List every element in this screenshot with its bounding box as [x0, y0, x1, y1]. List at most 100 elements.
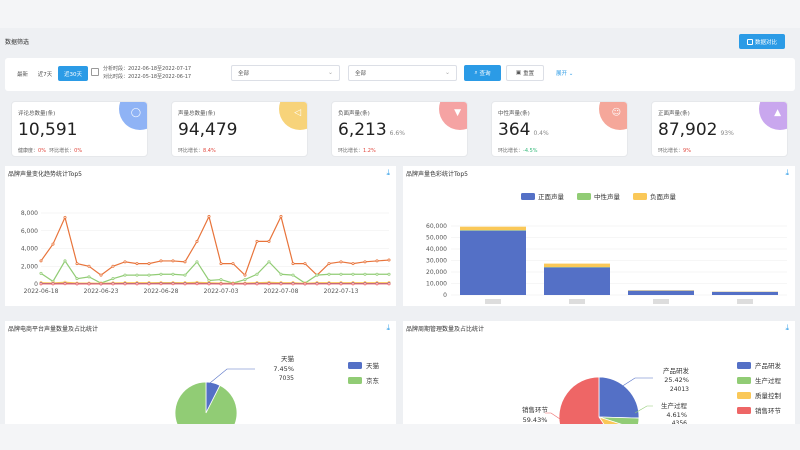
- data-point: [363, 260, 367, 264]
- thumbs-down-icon: ▼: [454, 108, 461, 118]
- kpi-card-total-volume: ◁ 声量总数量(条) 94,479 环比增长：8.4%: [171, 101, 308, 157]
- sentiment-chart: 正面声量 中性声量 负面声量 0 10,000 20,000 30,000 40,000 50,…: [426, 192, 787, 304]
- expand-toggle[interactable]: 展开 ⌄: [556, 71, 574, 77]
- download-icon[interactable]: ⤓: [785, 168, 789, 177]
- y-tick-label: 20,000: [426, 269, 447, 276]
- data-point: [195, 260, 199, 264]
- y-tick-label: 0: [34, 281, 38, 288]
- data-point: [147, 282, 151, 286]
- download-icon[interactable]: ⤓: [785, 323, 789, 332]
- data-point: [99, 273, 103, 277]
- y-tick-label: 2,000: [21, 263, 38, 270]
- data-point: [279, 272, 283, 276]
- data-point: [219, 282, 223, 286]
- data-point: [363, 282, 367, 286]
- kpi-sub-b-value: 8.4%: [203, 148, 216, 154]
- kpi-value: 6,213 6.6%: [338, 120, 405, 140]
- bar-segment: [712, 291, 778, 295]
- data-point: [111, 282, 115, 286]
- x-tick-label-blurred: [653, 299, 669, 304]
- data-point: [327, 262, 331, 266]
- query-button-label: 查询: [479, 71, 491, 77]
- data-point: [75, 282, 79, 286]
- download-icon[interactable]: ⤓: [386, 168, 390, 177]
- slice-label-count: 24013: [670, 386, 689, 393]
- cycle-chart-panel: 品牌周期管理数量及占比统计 ⤓ 产品研发 生产过程 质量控制 销售环节 产品研发 25.4…: [403, 321, 795, 424]
- legend-label: 天猫: [366, 361, 380, 370]
- data-point: [375, 259, 379, 263]
- data-point: [195, 282, 199, 286]
- kpi-number: 364: [498, 120, 531, 140]
- data-point: [375, 272, 379, 276]
- kpi-percent: 0.4%: [533, 130, 549, 137]
- x-tick-label: 2022-06-18: [24, 288, 59, 295]
- data-point: [75, 262, 79, 266]
- data-point: [303, 282, 307, 286]
- data-point: [159, 259, 163, 263]
- data-point: [375, 282, 379, 286]
- data-point: [207, 282, 211, 286]
- x-tick-label: 2022-07-13: [324, 288, 359, 295]
- data-point: [351, 262, 355, 266]
- calendar-icon[interactable]: [91, 68, 99, 76]
- chat-icon: ◯: [130, 108, 141, 118]
- filter-section-title: 数据筛选: [5, 39, 30, 46]
- reset-button[interactable]: ▣ 重置: [506, 65, 544, 81]
- kpi-label: 正面声量(条): [658, 111, 690, 117]
- slice-label-name: 销售环节: [522, 405, 549, 414]
- pie-slice: [558, 376, 605, 424]
- slice-label-percent: 4.61%: [666, 411, 687, 419]
- slice-label-percent: 25.42%: [664, 376, 689, 384]
- range-7-days-button[interactable]: 近7天: [37, 71, 53, 78]
- data-point: [267, 260, 271, 264]
- kpi-value: 87,902 93%: [658, 120, 734, 140]
- bar-segment: [460, 226, 526, 231]
- data-point: [171, 259, 175, 263]
- data-point: [171, 282, 175, 286]
- compare-period: 对比时段：2022-05-18至2022-06-17: [103, 74, 192, 80]
- kpi-number: 94,479: [178, 120, 238, 140]
- data-point: [63, 282, 67, 286]
- data-point: [87, 264, 91, 268]
- filter-select-2[interactable]: 全部 ⌄: [348, 65, 457, 81]
- data-point: [387, 272, 391, 276]
- x-tick-label: 2022-07-03: [204, 288, 239, 295]
- kpi-value: 10,591: [18, 120, 77, 140]
- legend-label: 生产过程: [755, 376, 782, 385]
- data-point: [183, 260, 187, 264]
- data-point: [243, 278, 247, 282]
- data-compare-button[interactable]: 数据对比: [739, 34, 785, 49]
- legend-swatch: [348, 362, 362, 369]
- data-point: [279, 215, 283, 219]
- query-button[interactable]: ⌕ 查询: [464, 65, 501, 81]
- data-point: [63, 259, 67, 263]
- data-point: [255, 272, 259, 276]
- data-point: [387, 258, 391, 262]
- filter-select-1[interactable]: 全部 ⌄: [231, 65, 340, 81]
- kpi-sub-b-label: 环比增长：: [498, 148, 524, 154]
- data-point: [207, 215, 211, 219]
- neutral-face-icon: ☺: [611, 108, 621, 118]
- range-30-days-button[interactable]: 近30天: [58, 66, 88, 81]
- x-tick-label: 2022-06-23: [84, 288, 119, 295]
- download-icon[interactable]: ⤓: [386, 323, 390, 332]
- date-range[interactable]: 分析时段：2022-06-18至2022-07-17 对比时段：2022-05-…: [103, 65, 191, 81]
- slice-label-count: 4356: [672, 420, 687, 424]
- data-point: [387, 282, 391, 286]
- kpi-sub-b-value: -4.5%: [523, 148, 538, 154]
- data-point: [123, 282, 127, 286]
- kpi-sub-b-label: 环比增长：: [338, 148, 364, 154]
- data-point: [339, 260, 343, 264]
- series-line: [40, 214, 390, 277]
- filter-select-2-value: 全部: [355, 71, 367, 77]
- data-point: [159, 272, 163, 276]
- kpi-sub: 健康度：0% 环比增长：0%: [18, 147, 82, 154]
- kpi-number: 10,591: [18, 120, 78, 140]
- kpi-card-total-comments: ◯ 评论总数量(条) 10,591 健康度：0% 环比增长：0%: [11, 101, 148, 157]
- slice-label-percent: 59.43%: [523, 416, 548, 424]
- data-point: [87, 282, 91, 286]
- chevron-down-icon: ⌄: [444, 69, 450, 76]
- filter-select-1-value: 全部: [238, 71, 250, 77]
- data-point: [51, 242, 55, 246]
